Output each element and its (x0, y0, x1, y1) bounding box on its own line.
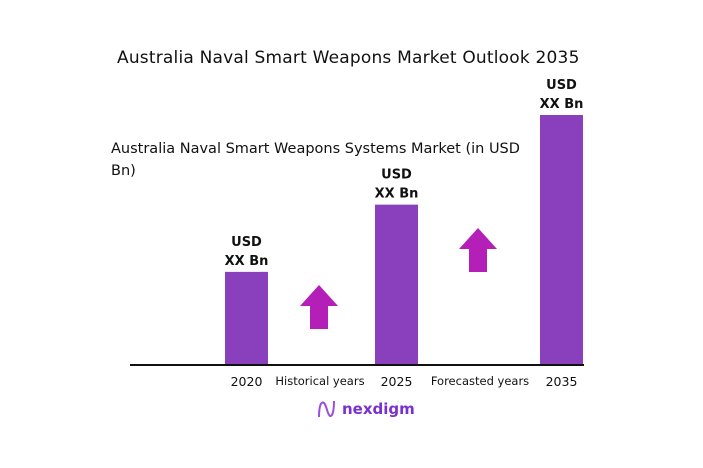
nexdigm-logo: nexdigm (316, 398, 415, 420)
data-label-line1: USD (546, 78, 577, 93)
data-label-line1: USD (231, 235, 262, 250)
x-tick-label-2020: 2020 (231, 374, 263, 389)
bar-2025 (375, 204, 418, 364)
data-label-line2: XX Bn (375, 187, 419, 202)
data-label-line1: USD (381, 168, 412, 183)
period-label: Historical years (275, 374, 364, 388)
x-tick-label-2025: 2025 (381, 374, 413, 389)
data-label-line2: XX Bn (540, 97, 584, 112)
chart-subtitle: Australia Naval Smart Weapons Systems Ma… (111, 141, 520, 179)
logo-text: nexdigm (342, 400, 415, 418)
bar-2020 (225, 271, 268, 364)
growth-arrow-icon (459, 228, 497, 272)
growth-arrow-icon (300, 285, 338, 329)
bar-2035 (540, 115, 583, 364)
period-label: Forecasted years (431, 374, 529, 388)
chart-title: Australia Naval Smart Weapons Market Out… (117, 48, 580, 68)
logo-wave-icon (318, 400, 335, 418)
x-tick-label-2035: 2035 (546, 374, 578, 389)
data-label-line2: XX Bn (225, 254, 269, 269)
